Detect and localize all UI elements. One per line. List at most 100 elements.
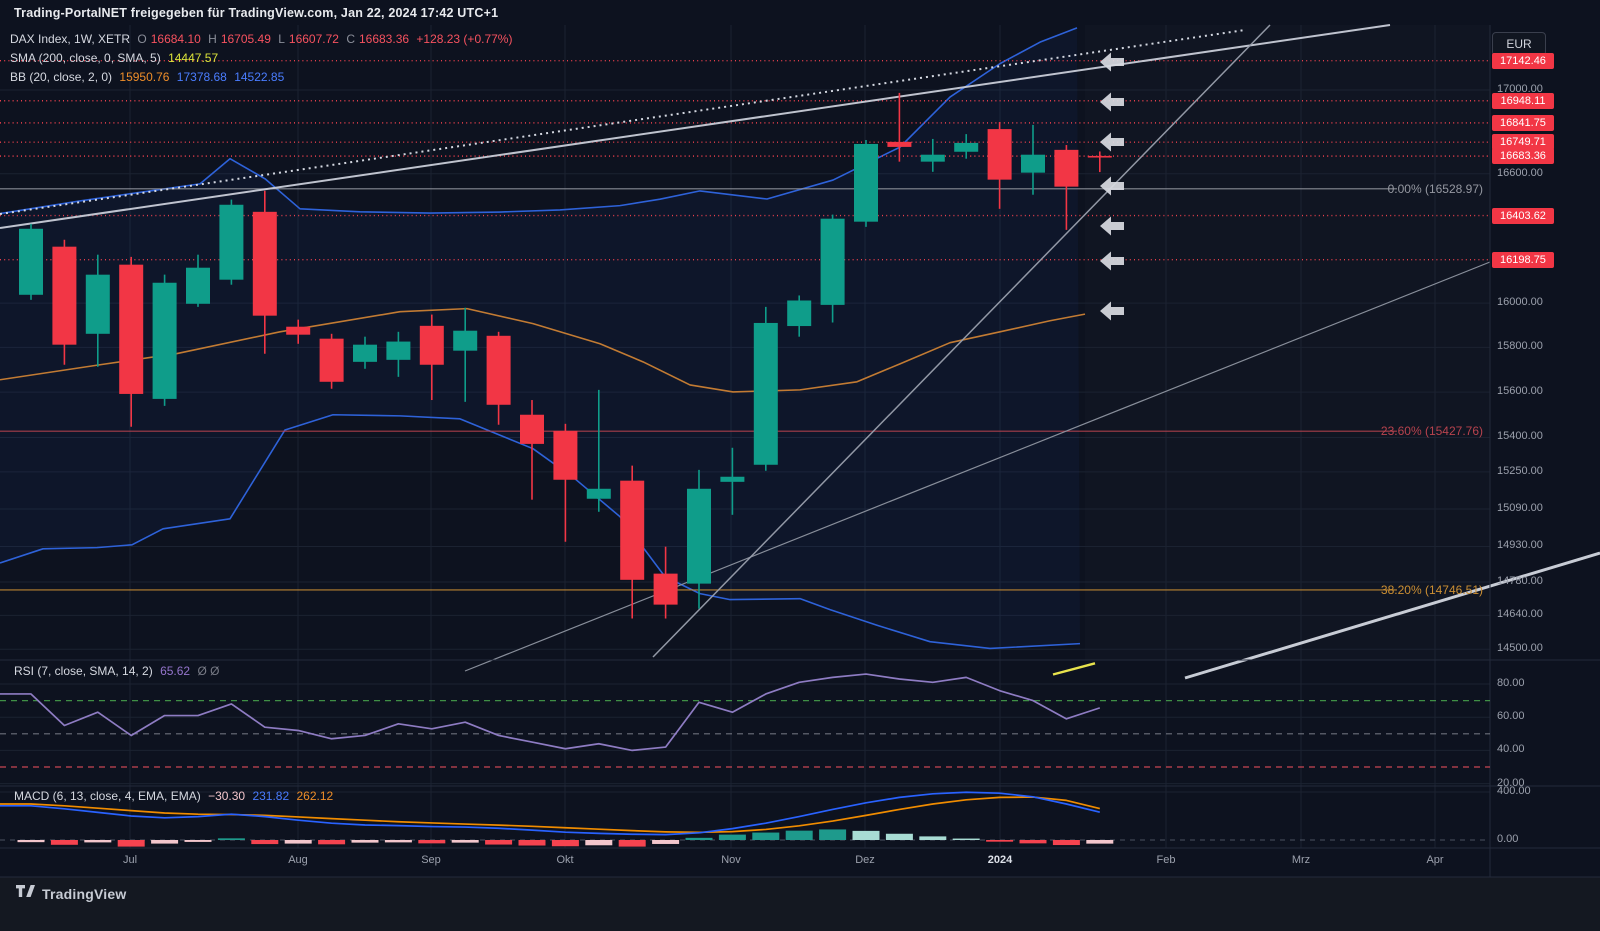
time-axis-label[interactable]: Nov [721,854,741,866]
low-label: L [278,32,285,46]
macd-histogram-bar [384,840,412,843]
time-axis-label[interactable]: Jul [122,854,138,866]
alert-price-label[interactable]: 16403.62 [1492,207,1554,224]
macd-histogram-bar [919,836,947,840]
bottom-toolbar-background [0,877,1600,931]
open-label: O [137,32,147,46]
sma-legend[interactable]: SMA (200, close, 0, SMA, 5) 14447.57 [10,51,222,65]
sma200-line [1052,662,1096,676]
macd-histogram-bar [618,840,646,847]
symbol-name: DAX Index, 1W, XETR [10,32,131,46]
price-level-arrow-icon [1100,251,1124,271]
macd-histogram-bar [485,840,513,845]
price-tick-label: 14500.00 [1497,642,1543,655]
candle-body-down [119,264,144,394]
candle-body-up [920,154,945,162]
candle-body-down [520,414,544,444]
time-axis-label[interactable]: Apr [1426,854,1444,866]
currency-toggle-button[interactable]: EUR [1492,32,1546,56]
macd-histogram-bar [418,840,446,844]
candle-body-up [186,267,210,304]
macd-histogram-bar [351,840,379,843]
macd-histogram-bar [17,840,45,843]
candle-body-up [787,300,812,327]
macd-histogram-bar [718,834,746,840]
macd-histogram-bar [852,830,880,840]
macd-histogram-bar [518,840,546,846]
price-level-arrow-icon [1100,176,1124,196]
macd-histogram-bar [284,840,312,844]
bb-upper-value: 17378.68 [176,70,227,84]
candle-body-up [453,330,478,351]
price-tick-label: 14930.00 [1497,539,1543,552]
time-axis-label[interactable]: Feb [1156,854,1176,866]
macd-histogram-bar [50,840,78,845]
alert-price-label[interactable]: 17142.46 [1492,52,1554,69]
time-axis-label[interactable]: Sep [421,854,441,866]
channel-line-solid [0,24,1391,229]
macd-histogram-bar [1019,840,1047,844]
candle-body-up [386,341,411,360]
macd-histogram-bar [151,840,179,844]
price-tick-label: 16000.00 [1497,296,1543,309]
candle-body-up [152,282,177,399]
price-tick-label: 15090.00 [1497,501,1543,514]
rsi-label: RSI (7, close, SMA, 14, 2) [14,664,153,678]
price-level-arrow-icon [1100,52,1124,72]
rsi-tick-label: 80.00 [1497,677,1525,689]
bb-label: BB (20, close, 2, 0) [10,70,113,84]
candle-body-down [987,129,1012,180]
candle-body-up [1021,154,1045,173]
macd-histogram-bar [117,840,145,847]
price-tick-label: 16600.00 [1497,166,1543,179]
alert-price-label[interactable]: 16948.11 [1492,92,1554,109]
candle-body-up [753,322,778,465]
price-tick-label: 15250.00 [1497,464,1543,477]
alert-price-label[interactable]: 16749.71 [1492,134,1554,151]
candle-body-up [720,476,745,482]
macd-histogram-bar [184,840,212,842]
time-axis-label[interactable]: Dez [855,854,875,866]
time-axis-label[interactable]: Aug [288,854,308,866]
candle-body-down [620,480,645,580]
alert-price-label[interactable]: 16198.75 [1492,251,1554,268]
candle-body-up [85,274,110,334]
bollinger-band-fill [0,27,1080,649]
close-label: C [346,32,355,46]
macd-legend[interactable]: MACD (6, 13, close, 4, EMA, EMA) −30.30 … [14,789,337,803]
candle-body-down [419,325,444,365]
rsi-tick-label: 40.00 [1497,743,1525,756]
macd-histogram-bar [585,840,613,846]
alert-price-label[interactable]: 16841.75 [1492,114,1554,131]
candle-body-down [1054,149,1079,187]
support-line-long [464,261,1491,672]
rsi-legend[interactable]: RSI (7, close, SMA, 14, 2) 65.62 Ø Ø [14,664,223,678]
tradingview-logo[interactable]: TradingView [16,885,126,902]
candle-body-down [486,335,511,405]
time-axis-label[interactable]: 2024 [987,854,1013,866]
close-value: 16683.36 [358,32,410,46]
support-line-steep [652,24,1271,658]
symbol-legend[interactable]: DAX Index, 1W, XETR O 16684.10 H 16705.49 … [10,32,516,46]
macd-histogram-bar [1086,840,1114,844]
candle-body-up [687,488,711,584]
bb-basis-value: 15950.76 [119,70,170,84]
macd-histogram-bar [551,840,579,847]
alert-price-label[interactable]: 16683.36 [1492,148,1554,165]
macd-histogram-bar [885,833,913,840]
bb-legend[interactable]: BB (20, close, 2, 0) 15950.76 17378.68 1… [10,70,288,84]
support-line-thick [1184,551,1600,680]
candle-body-up [854,143,878,222]
price-tick-label: 15600.00 [1497,385,1543,398]
candle-body-up [586,488,611,499]
candle-body-down [653,573,678,605]
high-label: H [208,32,217,46]
time-axis-label[interactable]: Okt [556,854,574,866]
time-axis-label[interactable]: Mrz [1291,854,1311,866]
candle-body-down [52,246,77,345]
candle-body-down [252,211,277,316]
candle-body-down [1087,155,1112,158]
macd-histogram-bar [785,830,813,840]
